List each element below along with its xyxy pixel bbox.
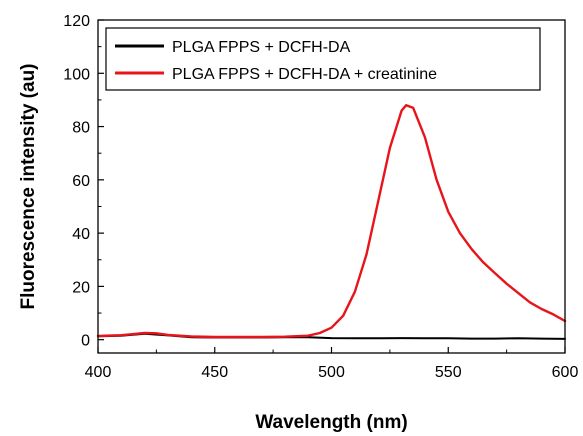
x-tick-label: 600 [552, 364, 579, 381]
series-line-2 [96, 103, 567, 339]
x-tick-label: 450 [201, 364, 228, 381]
legend-label-2: PLGA FPPS + DCFH-DA + creatinine [172, 66, 437, 83]
y-tick-label: 120 [63, 13, 90, 30]
y-tick-label: 20 [72, 279, 90, 296]
x-tick-label: 550 [435, 364, 462, 381]
y-tick-label: 0 [81, 333, 90, 350]
series-layer [96, 103, 567, 340]
y-tick-label: 60 [72, 173, 90, 190]
x-tick-label: 500 [318, 364, 345, 381]
y-tick-label: 40 [72, 226, 90, 243]
legend-box [105, 27, 541, 91]
y-axis-title: Fluorescence intensity (au) [18, 63, 39, 309]
x-axis-title: Wavelength (nm) [255, 412, 407, 433]
ticks-layer: 400 450 500 550 600 0 20 40 60 80 100 120 [63, 13, 578, 381]
y-tick-label: 100 [63, 66, 90, 83]
x-tick-label: 400 [85, 364, 112, 381]
legend: PLGA FPPS + DCFH-DA PLGA FPPS + DCFH-DA +… [105, 27, 541, 91]
legend-label-1: PLGA FPPS + DCFH-DA [172, 39, 351, 56]
y-tick-label: 80 [72, 120, 90, 137]
